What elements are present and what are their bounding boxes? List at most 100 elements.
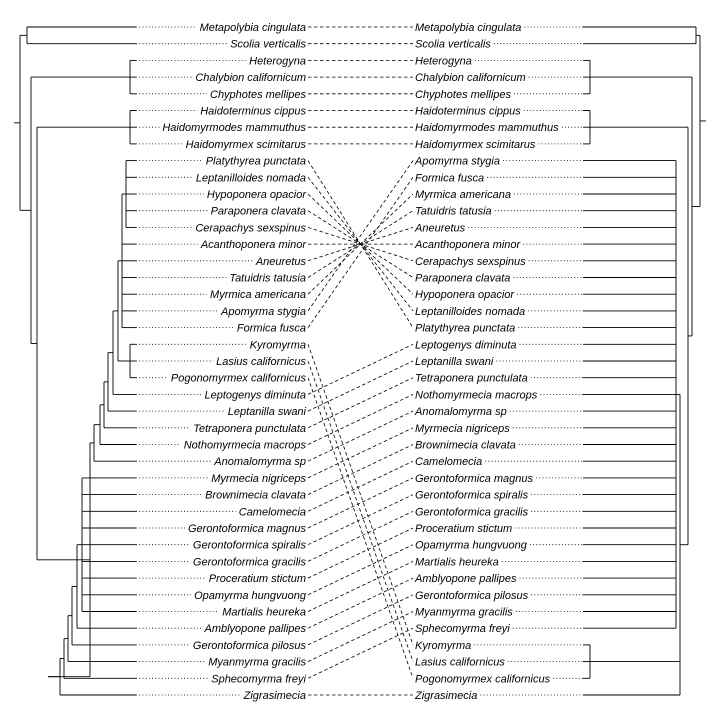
connector-anomalomyrma-sp <box>307 410 414 462</box>
left-label-myrmica-americana: Myrmica americana <box>210 289 306 301</box>
right-label-leptanilloides-nomada: Leptanilloides nomada <box>415 306 525 318</box>
right-label-platythyrea-punctata: Platythyrea punctata <box>415 323 515 335</box>
left-label-gerontoformica-magnus: Gerontoformica magnus <box>188 523 306 535</box>
right-label-metapolybia-cingulata: Metapolybia cingulata <box>415 22 521 34</box>
connector-camelomecia <box>307 460 414 512</box>
right-label-tetraponera-punctulata: Tetraponera punctulata <box>415 373 528 385</box>
right-label-sphecomyrma-freyi: Sphecomyrma freyi <box>415 623 510 635</box>
right-label-haidoterminus-cippus: Haidoterminus cippus <box>415 106 521 118</box>
right-label-nothomyrmecia-macrops: Nothomyrmecia macrops <box>415 389 538 401</box>
connector-martialis-heureka <box>307 561 414 612</box>
left-label-formica-fusca: Formica fusca <box>237 323 306 335</box>
left-label-myrmecia-nigriceps: Myrmecia nigriceps <box>211 473 306 485</box>
left-label-gerontoformica-gracilis: Gerontoformica gracilis <box>193 556 307 568</box>
left-cladogram <box>14 26 136 696</box>
right-label-gerontoformica-pilosus: Gerontoformica pilosus <box>415 590 529 602</box>
left-label-gerontoformica-pilosus: Gerontoformica pilosus <box>193 640 307 652</box>
left-label-cerapachys-sexspinus: Cerapachys sexspinus <box>195 222 306 234</box>
right-label-amblyopone-pallipes: Amblyopone pallipes <box>414 573 517 585</box>
right-label-zigrasimecia: Zigrasimecia <box>414 690 477 702</box>
connector-gerontoformica-pilosus <box>307 594 414 646</box>
connector-gerontoformica-magnus <box>307 477 414 529</box>
left-label-leptanilloides-nomada: Leptanilloides nomada <box>196 172 306 184</box>
right-label-pogonomyrmex-californicus: Pogonomyrmex californicus <box>415 673 551 685</box>
left-label-proceratium-stictum: Proceratium stictum <box>209 573 306 585</box>
connector-gerontoformica-spiralis <box>307 494 414 546</box>
left-label-pogonomyrmex-californicus: Pogonomyrmex californicus <box>171 373 307 385</box>
left-label-chalybion-californicum: Chalybion californicum <box>195 72 306 84</box>
left-label-sphecomyrma-freyi: Sphecomyrma freyi <box>211 673 306 685</box>
left-label-gerontoformica-spiralis: Gerontoformica spiralis <box>193 540 307 552</box>
connector-kyromyrma <box>307 344 414 646</box>
connector-sphecomyrma-freyi <box>307 627 414 679</box>
left-label-haidomyrmex-scimitarus: Haidomyrmex scimitarus <box>186 139 307 151</box>
connector-myrmica-americana <box>307 193 414 295</box>
right-label-myrmecia-nigriceps: Myrmecia nigriceps <box>415 423 510 435</box>
right-label-proceratium-stictum: Proceratium stictum <box>415 523 512 535</box>
connector-nothomyrmecia-macrops <box>307 394 414 445</box>
left-label-acanthoponera-minor: Acanthoponera minor <box>200 239 308 251</box>
right-label-leptogenys-diminuta: Leptogenys diminuta <box>415 339 517 351</box>
left-label-heterogyna: Heterogyna <box>249 55 306 67</box>
connector-tetraponera-punctulata <box>307 377 414 429</box>
right-label-chalybion-californicum: Chalybion californicum <box>415 72 526 84</box>
right-label-lasius-californicus: Lasius californicus <box>415 657 505 669</box>
right-label-aneuretus: Aneuretus <box>414 222 466 234</box>
right-label-haidomyrmex-scimitarus: Haidomyrmex scimitarus <box>415 139 536 151</box>
right-label-haidomyrmodes-mammuthus: Haidomyrmodes mammuthus <box>415 122 559 134</box>
left-label-martialis-heureka: Martialis heureka <box>222 607 306 619</box>
left-leader-lines <box>136 26 253 696</box>
taxon-connectors <box>307 26 414 696</box>
left-label-anomalomyrma-sp: Anomalomyrma sp <box>213 456 306 468</box>
left-label-amblyopone-pallipes: Amblyopone pallipes <box>203 623 306 635</box>
left-label-leptanilla-swani: Leptanilla swani <box>228 406 307 418</box>
left-label-scolia-verticalis: Scolia verticalis <box>230 39 306 51</box>
left-label-paraponera-clavata: Paraponera clavata <box>211 206 306 218</box>
left-label-metapolybia-cingulata: Metapolybia cingulata <box>200 22 306 34</box>
right-leader-lines <box>468 26 583 696</box>
right-label-myanmyrma-gracilis: Myanmyrma gracilis <box>415 607 513 619</box>
right-label-gerontoformica-gracilis: Gerontoformica gracilis <box>415 506 529 518</box>
left-label-haidoterminus-cippus: Haidoterminus cippus <box>200 106 306 118</box>
right-label-brownimecia-clavata: Brownimecia clavata <box>415 440 516 452</box>
left-label-myanmyrma-gracilis: Myanmyrma gracilis <box>208 657 306 669</box>
right-label-opamyrma-hungvuong: Opamyrma hungvuong <box>415 540 528 552</box>
connector-leptogenys-diminuta <box>307 343 414 395</box>
left-label-brownimecia-clavata: Brownimecia clavata <box>205 490 306 502</box>
connector-proceratium-stictum <box>307 527 414 579</box>
right-cladogram <box>583 26 706 696</box>
left-label-zigrasimecia: Zigrasimecia <box>243 690 306 702</box>
left-label-aneuretus: Aneuretus <box>255 256 307 268</box>
right-label-cerapachys-sexspinus: Cerapachys sexspinus <box>415 256 526 268</box>
connector-pogonomyrmex-californicus <box>307 377 414 679</box>
right-label-heterogyna: Heterogyna <box>415 55 472 67</box>
right-label-leptanilla-swani: Leptanilla swani <box>415 356 494 368</box>
right-label-gerontoformica-magnus: Gerontoformica magnus <box>415 473 533 485</box>
left-label-platythyrea-punctata: Platythyrea punctata <box>206 156 306 168</box>
right-label-chyphotes-mellipes: Chyphotes mellipes <box>415 89 511 101</box>
connector-formica-fusca <box>307 177 414 328</box>
right-label-acanthoponera-minor: Acanthoponera minor <box>414 239 522 251</box>
right-label-formica-fusca: Formica fusca <box>415 172 484 184</box>
left-label-lasius-californicus: Lasius californicus <box>216 356 306 368</box>
right-label-martialis-heureka: Martialis heureka <box>415 556 499 568</box>
right-label-tatuidris-tatusia: Tatuidris tatusia <box>415 206 492 218</box>
connector-lasius-californicus <box>307 360 414 662</box>
right-label-scolia-verticalis: Scolia verticalis <box>415 39 491 51</box>
right-label-camelomecia: Camelomecia <box>415 456 482 468</box>
connector-brownimecia-clavata <box>307 444 414 495</box>
left-label-leptogenys-diminuta: Leptogenys diminuta <box>204 389 306 401</box>
connector-opamyrma-hungvuong <box>307 544 414 596</box>
right-taxon-labels: Metapolybia cingulata Scolia verticalis He… <box>414 22 559 702</box>
left-label-hypoponera-opacior: Hypoponera opacior <box>207 189 307 201</box>
left-label-apomyrma-stygia: Apomyrma stygia <box>220 306 306 318</box>
right-label-hypoponera-opacior: Hypoponera opacior <box>415 289 515 301</box>
connector-amblyopone-pallipes <box>307 577 414 629</box>
left-label-haidomyrmodes-mammuthus: Haidomyrmodes mammuthus <box>162 122 306 134</box>
left-label-opamyrma-hungvuong: Opamyrma hungvuong <box>194 590 307 602</box>
left-label-camelomecia: Camelomecia <box>239 506 306 518</box>
left-label-tatuidris-tatusia: Tatuidris tatusia <box>229 273 306 285</box>
left-label-chyphotes-mellipes: Chyphotes mellipes <box>210 89 306 101</box>
right-label-myrmica-americana: Myrmica americana <box>415 189 511 201</box>
